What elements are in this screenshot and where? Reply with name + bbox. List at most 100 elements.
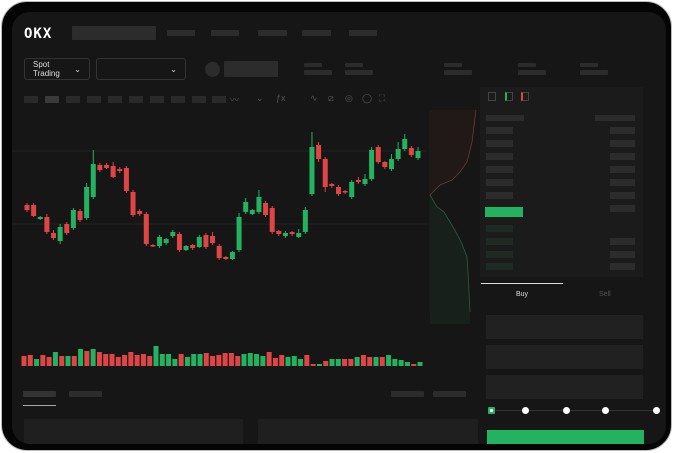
column-header-price — [486, 115, 524, 121]
slider-stop-25[interactable] — [522, 407, 529, 414]
trend-icon[interactable]: ∿ — [310, 93, 318, 103]
line-tool-icon[interactable]: 〰 — [230, 95, 240, 105]
candle — [57, 227, 63, 241]
tab-sell[interactable]: Sell — [599, 291, 611, 298]
volume-bar — [115, 357, 121, 366]
slider-stop-100[interactable] — [653, 407, 660, 414]
ask-amount — [610, 140, 635, 147]
candle — [143, 214, 149, 244]
candle — [263, 203, 269, 215]
volume-bar — [134, 355, 140, 366]
volume-bar — [254, 354, 260, 366]
candle — [196, 237, 202, 247]
volume-bar — [323, 361, 329, 366]
order-book — [480, 87, 643, 277]
timeframe-button[interactable] — [108, 96, 122, 103]
nav-item[interactable] — [258, 30, 287, 36]
candle — [44, 217, 50, 232]
nav-item[interactable] — [302, 30, 331, 36]
ruler-icon[interactable]: ⧄ — [328, 93, 334, 103]
timeframe-button[interactable] — [45, 96, 59, 103]
price-input[interactable] — [486, 315, 643, 339]
timeframe-button[interactable] — [171, 96, 185, 103]
stat-label — [518, 63, 536, 67]
timeframe-button[interactable] — [129, 96, 143, 103]
candle — [375, 147, 381, 162]
volume-bar — [348, 359, 354, 366]
candle — [329, 184, 335, 186]
volume-bar — [46, 357, 52, 366]
slider-track[interactable] — [490, 410, 660, 411]
nav-item[interactable] — [349, 30, 377, 36]
candle — [210, 236, 216, 243]
ask-price — [486, 140, 513, 147]
active-tab-indicator — [23, 405, 56, 406]
tab-open-orders[interactable] — [23, 391, 56, 397]
candle — [388, 159, 394, 169]
candle — [110, 166, 116, 177]
book-bids-icon[interactable] — [505, 92, 513, 101]
volume-bar — [103, 354, 109, 366]
indicator-icon[interactable]: ⌄ — [256, 93, 264, 103]
filter-button[interactable] — [433, 391, 466, 397]
slider-stop-50[interactable] — [563, 407, 570, 414]
ask-amount — [610, 166, 635, 173]
volume-bar — [159, 354, 165, 366]
volume-bar — [386, 355, 392, 366]
candle — [316, 145, 322, 159]
tab-buy[interactable]: Buy — [516, 291, 529, 298]
timeframe-button[interactable] — [66, 96, 80, 103]
timeframe-button[interactable] — [24, 96, 38, 103]
candle — [64, 224, 70, 233]
volume-bar — [367, 357, 373, 366]
volume-bar — [210, 356, 216, 366]
volume-bar — [27, 355, 33, 366]
tab-order-history[interactable] — [69, 391, 102, 397]
market-type-label: Spot Trading — [33, 60, 60, 78]
buy-button[interactable] — [487, 430, 644, 444]
market-type-select[interactable]: Spot Trading ⌄ — [24, 58, 90, 80]
volume-bar — [298, 359, 304, 366]
candle — [216, 246, 222, 258]
timeframe-button[interactable] — [212, 96, 226, 103]
nav-item[interactable] — [211, 30, 239, 36]
book-both-icon[interactable] — [488, 92, 496, 101]
total-input[interactable] — [486, 375, 643, 399]
candle — [302, 210, 308, 232]
search-bar[interactable] — [72, 26, 156, 40]
nav-item[interactable] — [167, 30, 195, 36]
pair-select[interactable]: ⌄ — [96, 58, 186, 80]
camera-icon[interactable]: ◎ — [345, 93, 353, 103]
screen: OKX Spot Trading ⌄ ⌄ 〰 ⌄ ƒx ∿ ⧄ ◎ ◯ ⛶ — [12, 12, 666, 444]
slider-stop-75[interactable] — [602, 407, 609, 414]
candle — [309, 147, 315, 194]
slider-handle[interactable] — [488, 407, 495, 414]
volume-bar — [235, 356, 241, 366]
filter-button[interactable] — [391, 391, 424, 397]
volume-bar — [260, 356, 266, 366]
volume-bar — [71, 356, 77, 366]
bid-amount — [610, 238, 635, 245]
stat-value — [304, 70, 332, 75]
settings-icon[interactable]: ◯ — [362, 93, 373, 103]
fx-icon[interactable]: ƒx — [276, 93, 286, 103]
candle — [84, 187, 90, 218]
depth-asks-line — [429, 109, 477, 196]
volume-bar — [59, 356, 65, 366]
candle — [31, 205, 37, 216]
volume-bar — [411, 364, 417, 366]
fullscreen-icon[interactable]: ⛶ — [379, 93, 386, 103]
candlestick-chart[interactable] — [12, 12, 482, 372]
volume-bar — [34, 359, 40, 366]
assets-panel — [258, 419, 478, 444]
timeframe-button[interactable] — [192, 96, 206, 103]
candle — [51, 233, 57, 238]
timeframe-button[interactable] — [150, 96, 164, 103]
amount-input[interactable] — [486, 345, 643, 369]
candle — [382, 162, 388, 167]
timeframe-button[interactable] — [87, 96, 101, 103]
candle — [249, 210, 255, 214]
candle — [229, 252, 235, 259]
book-asks-icon[interactable] — [521, 92, 529, 101]
candle — [150, 245, 156, 247]
